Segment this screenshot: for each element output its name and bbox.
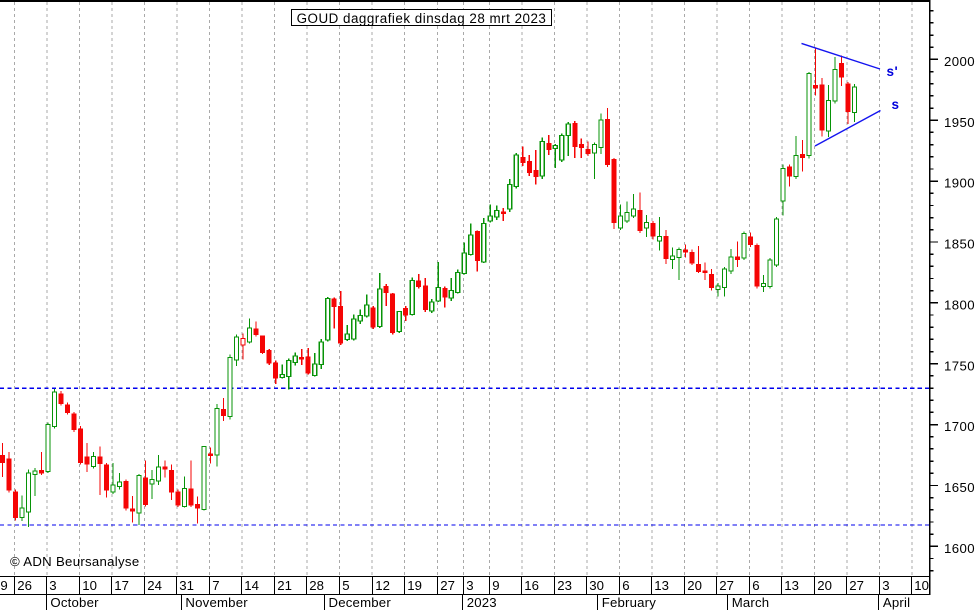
svg-text:27: 27 [719,578,734,593]
svg-text:April: April [883,595,910,610]
svg-text:2023: 2023 [467,595,497,610]
svg-text:November: November [185,595,248,610]
svg-text:26: 26 [17,578,32,593]
svg-text:19: 19 [407,578,422,593]
svg-text:s: s [892,97,900,112]
svg-text:13: 13 [784,578,799,593]
svg-text:1600: 1600 [944,541,975,556]
svg-text:30: 30 [589,578,604,593]
svg-text:6: 6 [752,578,759,593]
svg-text:1700: 1700 [944,419,975,434]
svg-text:20: 20 [817,578,832,593]
svg-text:10: 10 [914,578,929,593]
svg-text:© ADN Beursanalyse: © ADN Beursanalyse [10,554,139,569]
svg-text:1800: 1800 [944,298,975,313]
svg-text:16: 16 [524,578,539,593]
svg-text:7: 7 [212,578,219,593]
svg-text:GOUD daggrafiek dinsdag 28 mrt: GOUD daggrafiek dinsdag 28 mrt 2023 [297,11,547,26]
svg-text:12: 12 [375,578,390,593]
svg-text:14: 14 [244,578,259,593]
svg-text:13: 13 [654,578,669,593]
svg-text:3: 3 [49,578,56,593]
svg-text:27: 27 [849,578,864,593]
svg-text:5: 5 [342,578,349,593]
svg-text:27: 27 [440,578,455,593]
svg-text:9: 9 [492,578,499,593]
svg-text:10: 10 [82,578,97,593]
svg-text:2000: 2000 [944,54,975,69]
svg-text:s': s' [887,64,899,79]
svg-text:March: March [732,595,770,610]
svg-text:October: October [50,595,99,610]
svg-text:February: February [602,595,657,610]
svg-text:21: 21 [277,578,292,593]
svg-text:December: December [329,595,392,610]
svg-text:1650: 1650 [944,480,975,495]
svg-text:19: 19 [0,578,8,593]
svg-text:1750: 1750 [944,358,975,373]
svg-text:1850: 1850 [944,237,975,252]
svg-text:6: 6 [622,578,629,593]
svg-text:3: 3 [882,578,889,593]
svg-text:20: 20 [687,578,702,593]
svg-text:1900: 1900 [944,176,975,191]
svg-text:17: 17 [114,578,129,593]
svg-text:31: 31 [179,578,194,593]
svg-text:28: 28 [309,578,324,593]
svg-text:3: 3 [466,578,473,593]
svg-text:23: 23 [557,578,572,593]
svg-text:24: 24 [147,578,162,593]
svg-text:1950: 1950 [944,115,975,130]
